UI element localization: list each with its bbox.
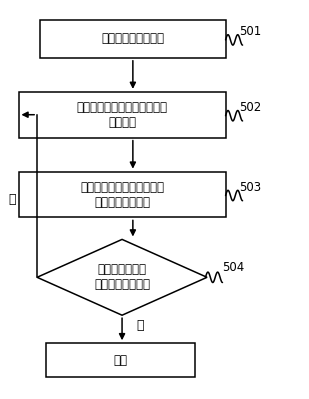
Text: 504: 504: [222, 261, 245, 274]
Bar: [19, 92, 226, 138]
Text: 501: 501: [239, 26, 262, 38]
Text: 结束: 结束: [113, 354, 128, 367]
Text: 判别该量测子站中每个量测
配置后网络可观性: 判别该量测子站中每个量测 配置后网络可观性: [80, 180, 164, 209]
Text: 判别第二网络可
观性矩阵是否满秩: 判别第二网络可 观性矩阵是否满秩: [94, 263, 150, 291]
Bar: [40, 20, 226, 58]
Text: 初始化量测配置矩阵: 初始化量测配置矩阵: [101, 32, 164, 45]
Polygon shape: [37, 239, 207, 315]
Text: 否: 否: [9, 193, 16, 206]
Bar: [19, 172, 226, 217]
Text: 502: 502: [239, 101, 262, 114]
Text: 503: 503: [239, 181, 262, 194]
Text: 对量测子站覆盖的母线与支路
配置量测: 对量测子站覆盖的母线与支路 配置量测: [77, 101, 167, 129]
Bar: [46, 343, 195, 377]
Text: 是: 是: [137, 319, 144, 332]
